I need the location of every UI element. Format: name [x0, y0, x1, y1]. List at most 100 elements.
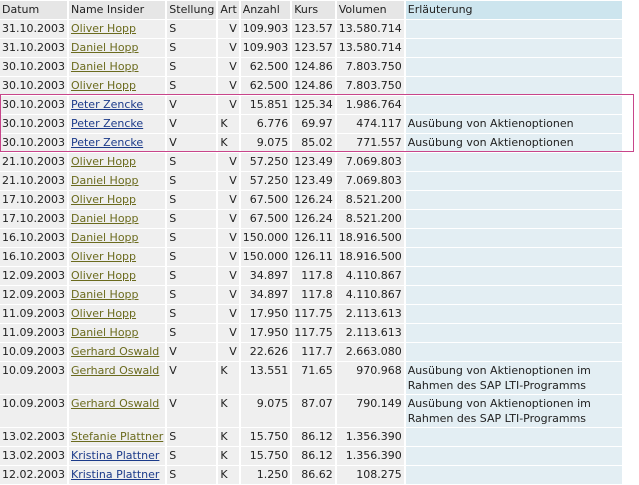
cell-datum: 16.10.2003	[0, 248, 67, 266]
table-row: 30.10.2003 Oliver Hopp S V 62.500 124.86 7.803…	[0, 77, 622, 95]
cell-kurs: 126.24	[292, 191, 335, 209]
table-row: 21.10.2003 Oliver Hopp S V 57.250 123.49 7.069…	[0, 153, 622, 171]
cell-stellung: S	[167, 248, 217, 266]
cell-kurs: 124.86	[292, 77, 335, 95]
cell-name: Oliver Hopp	[68, 77, 166, 95]
cell-art: V	[218, 96, 239, 114]
cell-art: V	[218, 343, 239, 361]
cell-anzahl: 13.551	[240, 362, 291, 394]
cell-stellung: S	[167, 447, 217, 465]
cell-erlaeuterung	[405, 172, 622, 190]
cell-art: V	[218, 210, 239, 228]
insider-name-link[interactable]: Oliver Hopp	[70, 307, 137, 320]
header-volumen: Volumen	[336, 1, 404, 19]
cell-anzahl: 62.500	[240, 77, 291, 95]
insider-name-link[interactable]: Daniel Hopp	[70, 60, 139, 73]
cell-kurs: 86.12	[292, 447, 335, 465]
cell-kurs: 86.62	[292, 466, 335, 484]
cell-kurs: 86.12	[292, 428, 335, 446]
insider-name-link[interactable]: Gerhard Oswald	[70, 345, 160, 358]
insider-name-link[interactable]: Peter Zencke	[70, 136, 144, 149]
cell-name: Daniel Hopp	[68, 324, 166, 342]
cell-datum: 17.10.2003	[0, 210, 67, 228]
cell-datum: 12.09.2003	[0, 267, 67, 285]
cell-name: Oliver Hopp	[68, 153, 166, 171]
cell-kurs: 126.11	[292, 248, 335, 266]
table-row: 10.09.2003 Gerhard Oswald V K 13.551 71.65 970…	[0, 362, 622, 394]
insider-name-link[interactable]: Kristina Plattner	[70, 449, 160, 462]
cell-art: V	[218, 305, 239, 323]
insider-name-link[interactable]: Oliver Hopp	[70, 22, 137, 35]
insider-name-link[interactable]: Oliver Hopp	[70, 250, 137, 263]
cell-art: V	[218, 248, 239, 266]
insider-name-link[interactable]: Gerhard Oswald	[70, 364, 160, 377]
cell-volumen: 474.117	[336, 115, 404, 133]
insider-trades-table: Datum Name Insider Stellung Art Anzahl K…	[0, 1, 622, 484]
insider-name-link[interactable]: Peter Zencke	[70, 117, 144, 130]
cell-kurs: 126.11	[292, 229, 335, 247]
cell-volumen: 8.521.200	[336, 210, 404, 228]
cell-stellung: S	[167, 172, 217, 190]
insider-name-link[interactable]: Oliver Hopp	[70, 155, 137, 168]
insider-name-link[interactable]: Gerhard Oswald	[70, 397, 160, 410]
cell-anzahl: 9.075	[240, 395, 291, 427]
cell-kurs: 125.34	[292, 96, 335, 114]
cell-anzahl: 34.897	[240, 267, 291, 285]
cell-volumen: 2.113.613	[336, 324, 404, 342]
cell-kurs: 117.8	[292, 286, 335, 304]
cell-anzahl: 62.500	[240, 58, 291, 76]
cell-erlaeuterung	[405, 286, 622, 304]
cell-kurs: 117.7	[292, 343, 335, 361]
insider-name-link[interactable]: Oliver Hopp	[70, 79, 137, 92]
cell-name: Oliver Hopp	[68, 191, 166, 209]
table-row: 30.10.2003 Daniel Hopp S V 62.500 124.86 7.803…	[0, 58, 622, 76]
cell-anzahl: 15.851	[240, 96, 291, 114]
cell-anzahl: 15.750	[240, 447, 291, 465]
insider-name-link[interactable]: Daniel Hopp	[70, 212, 139, 225]
header-anzahl: Anzahl	[240, 1, 291, 19]
insider-name-link[interactable]: Stefanie Plattner	[70, 430, 164, 443]
insider-name-link[interactable]: Oliver Hopp	[70, 269, 137, 282]
table-row: 13.02.2003 Stefanie Plattner S K 15.750 86.12…	[0, 428, 622, 446]
table-row: 10.09.2003 Gerhard Oswald V V 22.626 117.7 2.6…	[0, 343, 622, 361]
cell-anzahl: 17.950	[240, 324, 291, 342]
cell-datum: 21.10.2003	[0, 172, 67, 190]
insider-name-link[interactable]: Daniel Hopp	[70, 174, 139, 187]
cell-anzahl: 34.897	[240, 286, 291, 304]
cell-datum: 30.10.2003	[0, 115, 67, 133]
cell-volumen: 771.557	[336, 134, 404, 152]
cell-datum: 30.10.2003	[0, 134, 67, 152]
table-row: 31.10.2003 Oliver Hopp S V 109.903 123.57 13.5…	[0, 20, 622, 38]
cell-stellung: S	[167, 286, 217, 304]
cell-name: Daniel Hopp	[68, 229, 166, 247]
cell-name: Peter Zencke	[68, 115, 166, 133]
cell-stellung: S	[167, 77, 217, 95]
cell-kurs: 123.49	[292, 172, 335, 190]
cell-name: Stefanie Plattner	[68, 428, 166, 446]
insider-name-link[interactable]: Oliver Hopp	[70, 193, 137, 206]
cell-datum: 11.09.2003	[0, 305, 67, 323]
cell-datum: 13.02.2003	[0, 447, 67, 465]
insider-name-link[interactable]: Daniel Hopp	[70, 231, 139, 244]
cell-stellung: S	[167, 20, 217, 38]
cell-art: K	[218, 395, 239, 427]
cell-volumen: 8.521.200	[336, 191, 404, 209]
cell-kurs: 69.97	[292, 115, 335, 133]
cell-name: Gerhard Oswald	[68, 343, 166, 361]
insider-name-link[interactable]: Kristina Plattner	[70, 468, 160, 481]
insider-name-link[interactable]: Daniel Hopp	[70, 288, 139, 301]
table-row: 10.09.2003 Gerhard Oswald V K 9.075 87.07 790.…	[0, 395, 622, 427]
header-art: Art	[218, 1, 239, 19]
insider-name-link[interactable]: Daniel Hopp	[70, 41, 139, 54]
cell-art: K	[218, 466, 239, 484]
cell-stellung: S	[167, 466, 217, 484]
cell-name: Daniel Hopp	[68, 39, 166, 57]
cell-art: V	[218, 77, 239, 95]
cell-stellung: S	[167, 58, 217, 76]
cell-art: V	[218, 39, 239, 57]
cell-art: V	[218, 172, 239, 190]
insider-name-link[interactable]: Peter Zencke	[70, 98, 144, 111]
insider-name-link[interactable]: Daniel Hopp	[70, 326, 139, 339]
cell-volumen: 970.968	[336, 362, 404, 394]
cell-volumen: 1.356.390	[336, 447, 404, 465]
